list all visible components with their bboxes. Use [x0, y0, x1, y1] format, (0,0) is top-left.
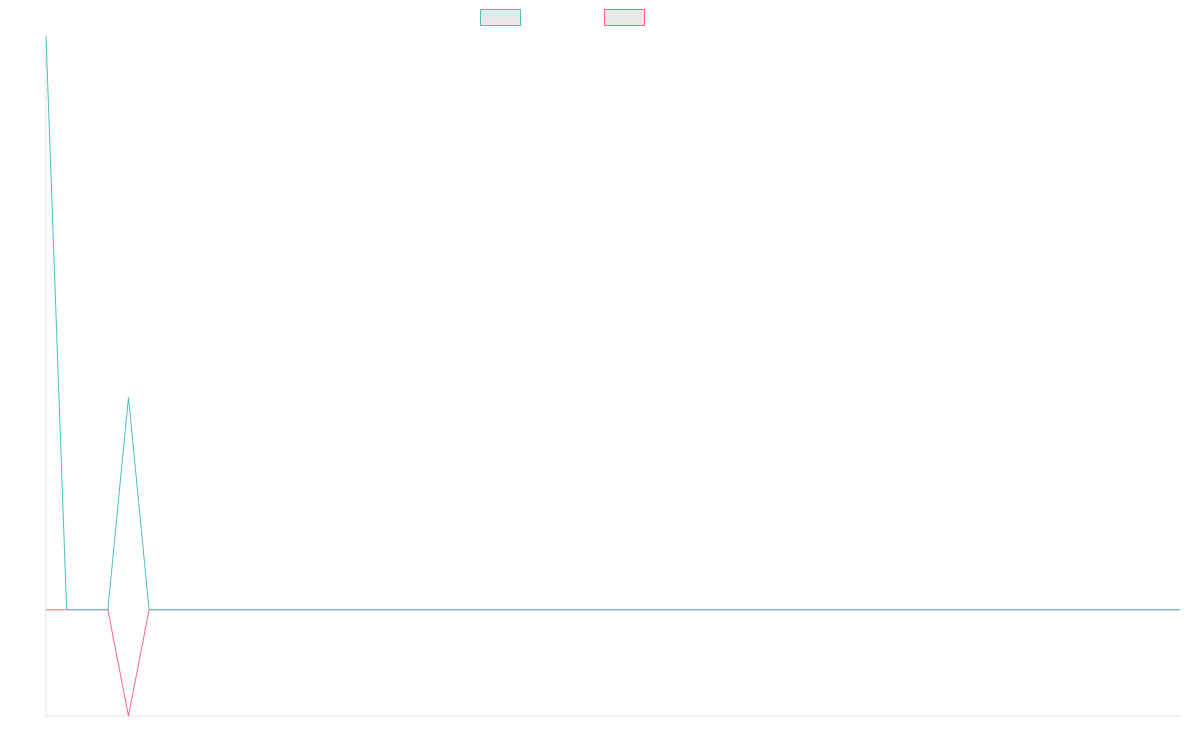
chart-axes: [45, 36, 1180, 717]
series-line-2: [46, 609, 1180, 717]
legend-swatch-1[interactable]: [480, 9, 521, 26]
series-line-1: [45, 35, 1180, 611]
plot-area: [45, 35, 1180, 717]
legend-swatch-2[interactable]: [604, 9, 645, 26]
chart-legend[interactable]: [480, 9, 645, 26]
